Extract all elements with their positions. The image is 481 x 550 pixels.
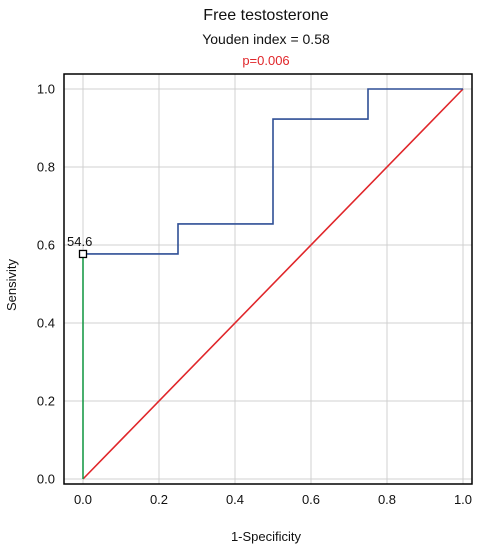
reference-diagonal-line xyxy=(82,88,464,480)
cutoff-point-label: 54.6 xyxy=(67,234,92,249)
y-tick-label: 0.4 xyxy=(37,316,55,331)
x-axis-label: 1-Specificity xyxy=(231,529,302,544)
x-tick-label: 0.6 xyxy=(302,492,320,507)
p-value-annotation: p=0.006 xyxy=(242,53,289,68)
plot-frame xyxy=(63,73,473,485)
y-tick-label: 1.0 xyxy=(37,82,55,97)
chart-subtitle: Youden index = 0.58 xyxy=(202,31,330,47)
cutoff-point-marker xyxy=(78,249,88,259)
y-tick-label: 0.2 xyxy=(37,394,55,409)
x-tick-label: 0.8 xyxy=(378,492,396,507)
tick-labels: 0.0 0.2 0.4 0.6 0.8 1.0 0.0 0.2 0.4 0.6 0.8 1.0 xyxy=(37,82,472,508)
point-layer: 54.6 xyxy=(67,234,92,259)
series-layer xyxy=(82,88,464,480)
x-tick-label: 1.0 xyxy=(454,492,472,507)
y-axis-label: Sensivity xyxy=(4,258,19,311)
x-tick-label: 0.0 xyxy=(74,492,92,507)
grid-lines xyxy=(64,74,472,484)
roc-curve-line xyxy=(83,88,463,255)
y-tick-label: 0.0 xyxy=(37,472,55,487)
y-tick-label: 0.8 xyxy=(37,160,55,175)
chart-title: Free testosterone xyxy=(203,7,329,24)
y-tick-label: 0.6 xyxy=(37,238,55,253)
x-tick-label: 0.4 xyxy=(226,492,244,507)
x-tick-label: 0.2 xyxy=(150,492,168,507)
